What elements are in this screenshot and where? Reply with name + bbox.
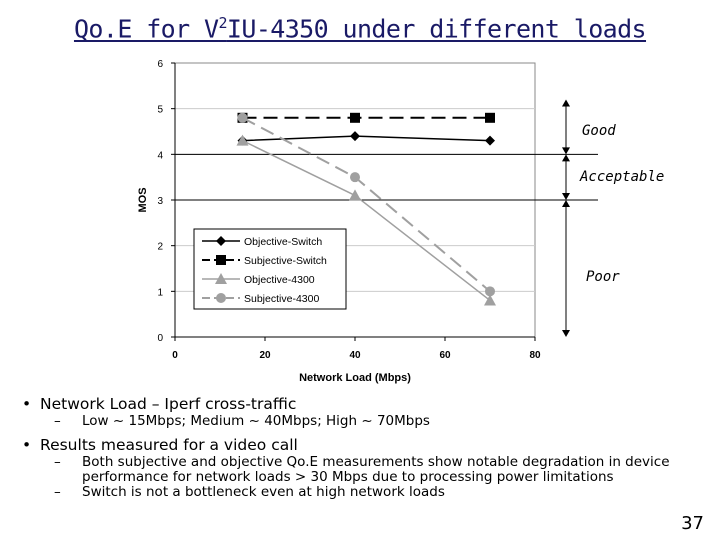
sub-bullet-load-levels: – Low ~ 15Mbps; Medium ~ 40Mbps; High ~ 7… <box>54 413 430 429</box>
y-tick-label: 0 <box>157 333 163 344</box>
zone-arrow-good-head-bottom <box>562 147 570 155</box>
title-text-start: Qo.E for V <box>73 14 219 44</box>
legend-marker <box>216 236 226 246</box>
data-point <box>349 189 361 201</box>
data-point <box>485 286 495 297</box>
x-tick-label: 60 <box>439 350 451 361</box>
legend-label: Subjective-Switch <box>244 255 327 267</box>
data-point <box>484 294 496 306</box>
zone-label-good: Good <box>582 123 616 139</box>
y-tick-label: 5 <box>157 105 163 116</box>
y-tick-label: 1 <box>157 287 163 298</box>
legend-label: Objective-Switch <box>244 236 322 248</box>
x-tick-label: 0 <box>172 350 178 361</box>
data-point <box>237 112 248 123</box>
y-tick-label: 2 <box>157 242 163 253</box>
y-tick-label: 4 <box>157 150 163 161</box>
zone-arrow-poor-head-top <box>562 200 570 207</box>
bullet-results: • Results measured for a video call <box>22 436 298 454</box>
data-point <box>485 112 495 123</box>
slide-title: Qo.E for V2IU-4350 under different loads <box>0 14 720 43</box>
data-point <box>350 112 360 123</box>
zone-arrow-good-head-top <box>562 99 570 107</box>
data-point <box>236 134 249 146</box>
y-tick-label: 3 <box>157 196 163 207</box>
data-point <box>350 131 360 142</box>
legend-label: Subjective-4300 <box>244 293 319 305</box>
sub-bullet-switch: – Switch is not a bottleneck even at high… <box>54 484 445 500</box>
legend-marker <box>216 255 226 265</box>
zone-label-acceptable: Acceptable <box>579 169 664 185</box>
zone-label-poor: Poor <box>586 269 620 285</box>
x-axis-label: Network Load (Mbps) <box>299 372 411 384</box>
y-axis-label: MOS <box>137 187 149 212</box>
data-point <box>485 135 495 146</box>
legend-label: Objective-4300 <box>244 274 315 286</box>
x-tick-label: 80 <box>529 350 541 361</box>
sub-bullet-degradation: – Both subjective and objective Qo.E meas… <box>54 454 670 485</box>
zone-arrow-poor-head-bottom <box>562 330 570 337</box>
x-tick-label: 20 <box>259 350 271 361</box>
title-text-end: IU-4350 under different loads <box>226 14 647 44</box>
y-tick-label: 6 <box>157 59 163 70</box>
x-tick-label: 40 <box>349 350 361 361</box>
bullet-list: • Network Load – Iperf cross-traffic – Low… <box>22 394 702 500</box>
title-superscript: 2 <box>218 14 227 32</box>
zone-arrow-acceptable-head-bottom <box>562 193 570 200</box>
zone-arrow-acceptable-head-top <box>562 154 570 162</box>
bullet-network-load: • Network Load – Iperf cross-traffic <box>22 395 297 413</box>
legend-marker <box>215 273 227 284</box>
data-point <box>350 172 360 183</box>
legend-marker <box>216 293 226 303</box>
page-number: 37 <box>681 513 704 534</box>
